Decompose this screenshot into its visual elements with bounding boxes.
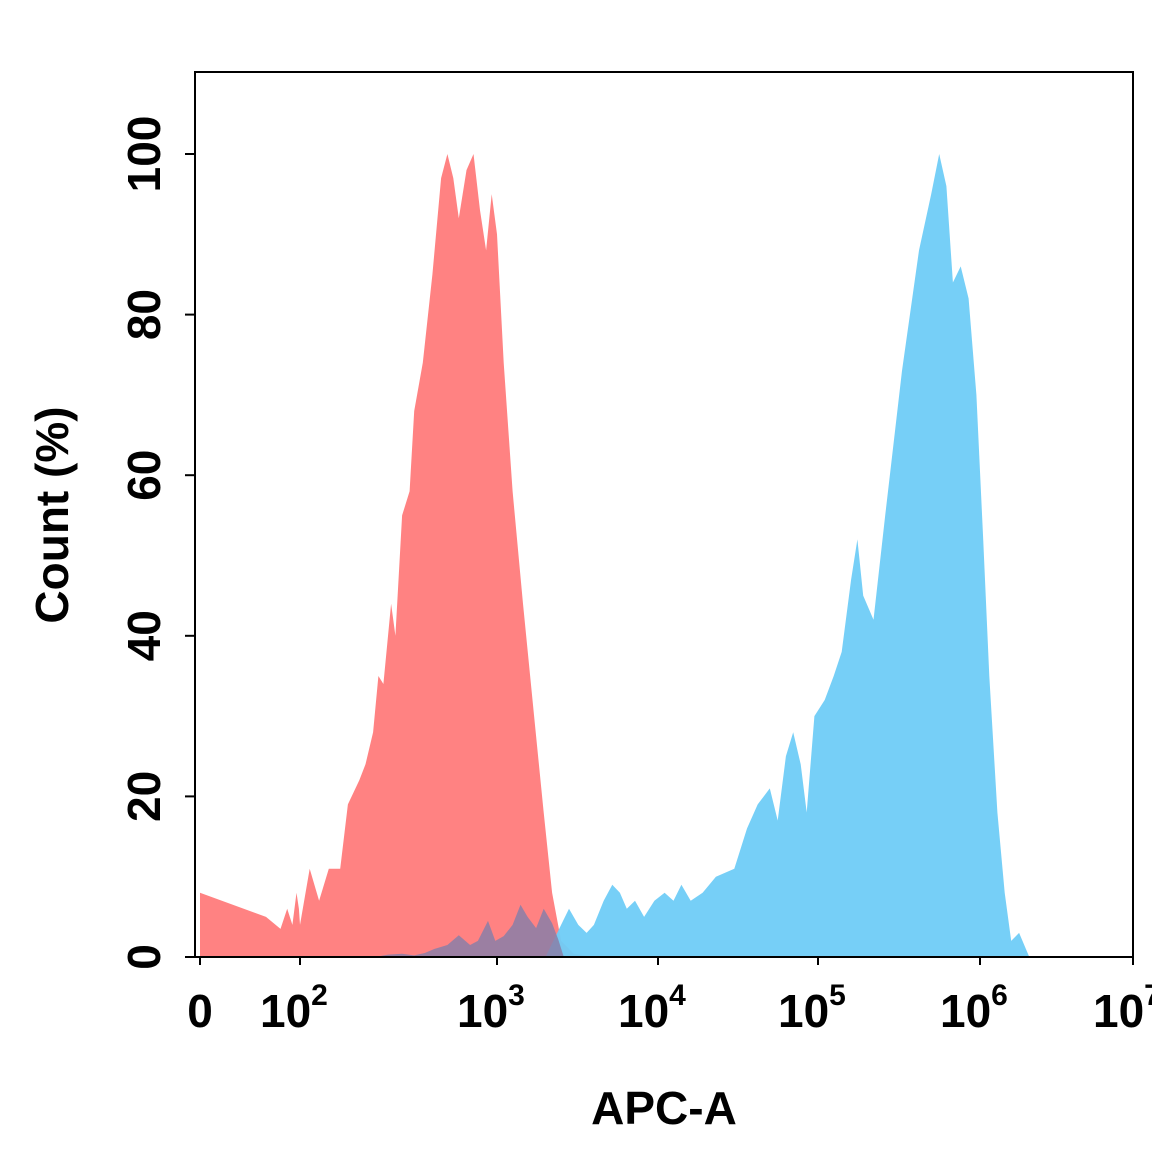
y-tick-label: 40 [118, 610, 170, 661]
x-axis-ticks: 0 102 103 104 105 106 107 [187, 957, 1152, 1037]
histogram-series-red [200, 154, 594, 957]
y-tick-label: 20 [118, 771, 170, 822]
x-tick-label: 104 [618, 979, 686, 1037]
y-tick-label: 100 [118, 116, 170, 193]
y-tick-label: 0 [118, 944, 170, 970]
x-tick-label: 106 [940, 979, 1008, 1037]
series-layer [200, 154, 1030, 957]
x-tick-label: 103 [457, 979, 525, 1037]
x-tick-label: 107 [1093, 979, 1152, 1037]
histogram-series-blue [545, 154, 1030, 957]
x-tick-label: 0 [187, 985, 213, 1037]
x-tick-label: 102 [260, 979, 328, 1037]
y-tick-label: 60 [118, 450, 170, 501]
x-tick-label: 105 [778, 979, 846, 1037]
y-tick-label: 80 [118, 289, 170, 340]
y-axis-title: Count (%) [26, 406, 78, 623]
y-axis-ticks: 0 20 40 60 80 100 [118, 116, 195, 970]
histogram-series-overlap [374, 904, 564, 957]
x-axis-title: APC-A [591, 1082, 737, 1134]
plot-frame [194, 71, 1134, 958]
